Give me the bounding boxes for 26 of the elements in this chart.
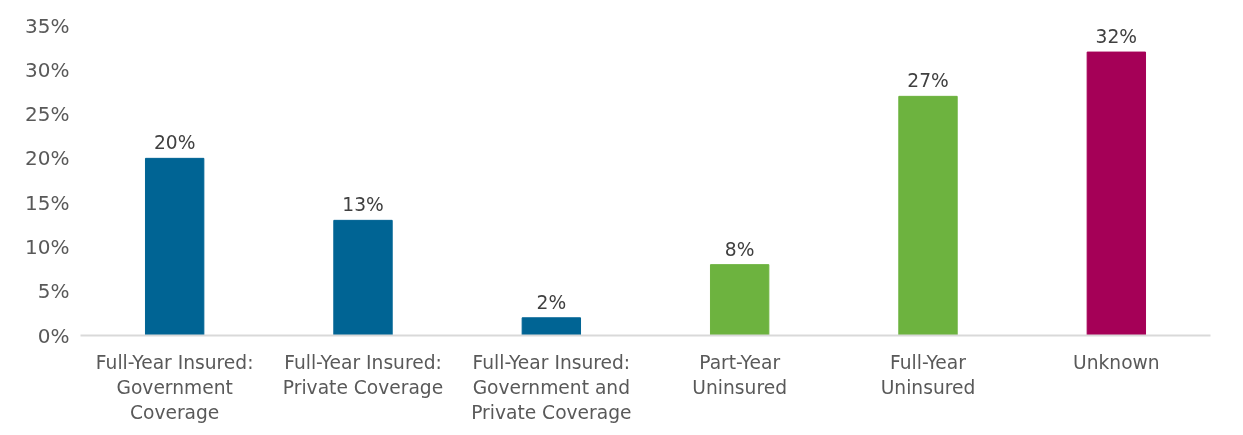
x-tick-label: Full-Year Insured: Private Coverage bbox=[282, 351, 444, 398]
y-tick-label: 30% bbox=[25, 57, 70, 82]
x-tick-label: Full-Year Insured: Government Coverage bbox=[95, 351, 254, 423]
x-tick-label: Unknown bbox=[1073, 351, 1160, 373]
x-tick-label: Full-Year Uninsured bbox=[880, 351, 976, 398]
data-label: 13% bbox=[342, 194, 384, 216]
y-tick-label: 10% bbox=[25, 234, 70, 259]
bar bbox=[333, 219, 393, 336]
bar bbox=[1086, 51, 1147, 336]
data-label: 8% bbox=[724, 238, 755, 260]
x-tick-label: Part-Year Uninsured bbox=[692, 351, 787, 398]
data-label: 32% bbox=[1095, 26, 1138, 48]
data-label: 2% bbox=[536, 291, 567, 313]
bar bbox=[144, 157, 205, 336]
bar bbox=[521, 317, 582, 336]
x-tick-label: Full-Year Insured: Government and Private Coverage bbox=[471, 351, 632, 423]
y-tick-label: 0% bbox=[37, 323, 70, 348]
data-label: 20% bbox=[153, 132, 196, 154]
y-tick-label: 20% bbox=[25, 146, 70, 171]
y-tick-label: 35% bbox=[25, 13, 70, 38]
bar bbox=[709, 264, 770, 336]
y-tick-label: 5% bbox=[37, 279, 70, 304]
data-label: 27% bbox=[907, 70, 949, 92]
y-tick-label: 25% bbox=[25, 102, 70, 127]
y-tick-label: 15% bbox=[25, 190, 70, 215]
bar bbox=[898, 95, 958, 336]
